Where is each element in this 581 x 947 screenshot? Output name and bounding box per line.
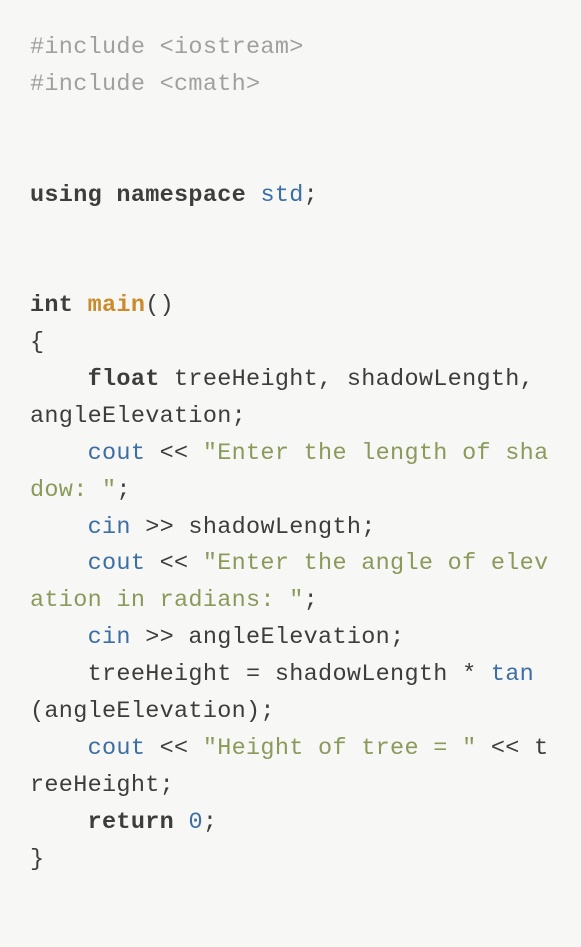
code-token-punct: ; <box>116 477 130 504</box>
code-token-iden: cout <box>88 735 146 762</box>
code-token-punct: (angleElevation); <box>30 698 275 725</box>
code-token-type: float <box>88 366 160 393</box>
code-token-punct: ; <box>304 182 318 209</box>
code-token-punct: << <box>145 440 203 467</box>
code-token-punct <box>30 809 88 836</box>
code-token-punct <box>73 292 87 319</box>
code-token-comment: #include <iostream> <box>30 34 304 61</box>
code-token-punct <box>30 624 88 651</box>
code-token-number: 0 <box>188 809 202 836</box>
code-token-punct: treeHeight = shadowLength * <box>30 661 491 688</box>
code-token-iden: cin <box>88 514 131 541</box>
code-token-punct: >> shadowLength; <box>131 514 376 541</box>
code-token-type: int <box>30 292 73 319</box>
code-token-string: "Height of tree = " <box>203 735 477 762</box>
code-token-punct: } <box>30 846 44 873</box>
code-block: #include <iostream> #include <cmath> usi… <box>30 30 551 878</box>
code-token-keyword: namespace <box>116 182 246 209</box>
code-token-iden: tan <box>491 661 534 688</box>
code-token-punct: << <box>145 735 203 762</box>
code-token-keyword: return <box>88 809 174 836</box>
code-token-punct <box>30 550 88 577</box>
code-token-iden: std <box>260 182 303 209</box>
code-token-punct: << <box>145 550 203 577</box>
code-token-punct: >> angleElevation; <box>131 624 405 651</box>
code-token-punct: ; <box>203 809 217 836</box>
code-token-punct <box>246 182 260 209</box>
code-token-func: main <box>88 292 146 319</box>
code-token-iden: cout <box>88 440 146 467</box>
code-token-punct: () <box>145 292 174 319</box>
code-token-punct: ; <box>304 587 318 614</box>
code-token-iden: cin <box>88 624 131 651</box>
code-token-punct <box>30 366 88 393</box>
code-token-comment: #include <cmath> <box>30 71 260 98</box>
code-token-punct <box>174 809 188 836</box>
code-token-punct <box>102 182 116 209</box>
code-token-iden: cout <box>88 550 146 577</box>
code-token-keyword: using <box>30 182 102 209</box>
code-token-punct <box>30 735 88 762</box>
code-token-punct <box>30 514 88 541</box>
code-token-punct <box>30 440 88 467</box>
code-token-punct: { <box>30 329 44 356</box>
